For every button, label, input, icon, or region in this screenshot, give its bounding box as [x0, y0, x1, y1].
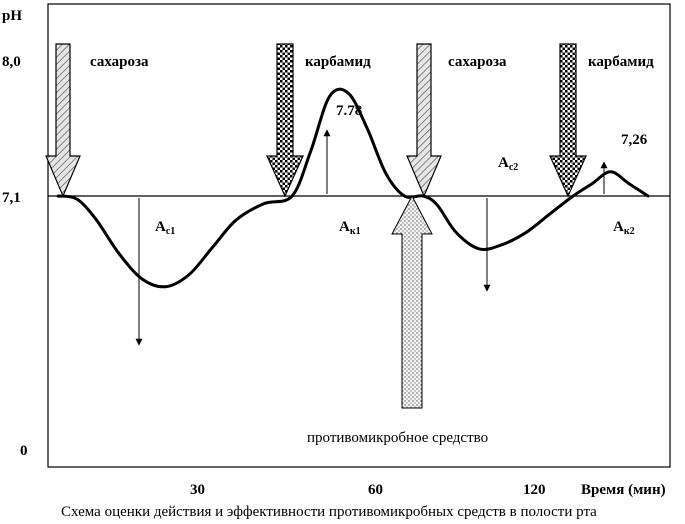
antimicrobial-label: противомикробное средство [307, 430, 488, 446]
x-tick-120: 120 [523, 482, 546, 498]
x-axis-label: Время (мин) [581, 482, 666, 498]
x-tick-30: 30 [190, 482, 205, 498]
carbamide-label-1: карбамид [305, 54, 371, 70]
carbamide-arrow-1 [267, 44, 303, 196]
peak-label-1: 7.78 [336, 103, 362, 119]
sucrose-arrow-2 [407, 44, 441, 196]
antimicrobial-arrow [392, 196, 432, 408]
area-label-c2: Aс2 [498, 155, 518, 173]
x-tick-60: 60 [368, 482, 383, 498]
sucrose-arrow-1 [46, 44, 80, 196]
sucrose-label-1: сахароза [90, 54, 149, 70]
area-label-k1: Aк1 [339, 219, 361, 237]
sucrose-label-2: сахароза [448, 54, 507, 70]
y-axis-label: pH [2, 8, 22, 24]
chart-caption: Схема оценки действия и эффективности пр… [61, 504, 597, 520]
carbamide-label-2: карбамид [588, 54, 654, 70]
peak-label-2: 7,26 [621, 132, 648, 148]
y-tick-7-1: 7,1 [2, 190, 21, 206]
y-tick-8: 8,0 [2, 54, 21, 70]
area-label-c1: Aс1 [155, 219, 175, 237]
y-tick-0: 0 [20, 443, 28, 459]
area-label-k2: Aк2 [613, 219, 635, 237]
carbamide-arrow-2 [550, 44, 586, 196]
chart: pH 8,0 7,1 0 30 60 120 Время (мин) Схема… [0, 0, 685, 524]
